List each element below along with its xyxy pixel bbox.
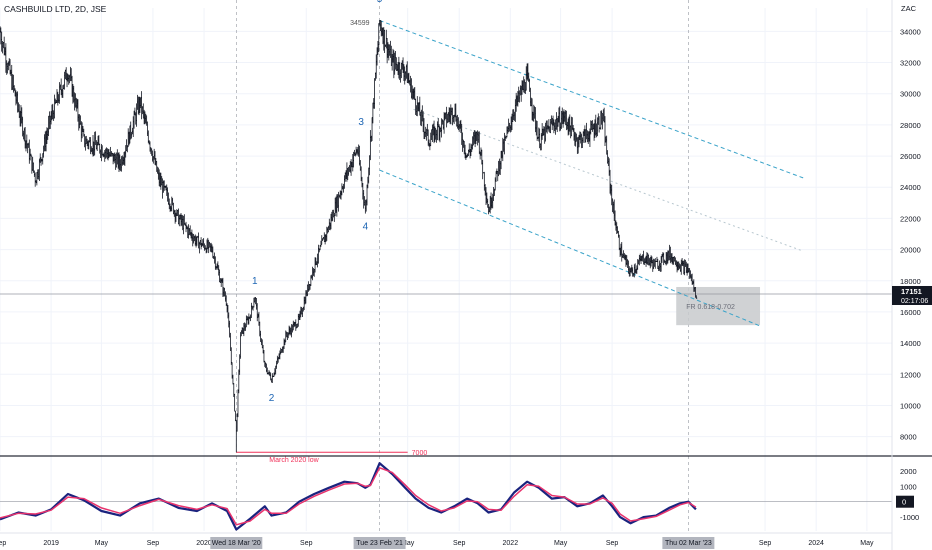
low-line-caption: March 2020 low	[269, 457, 319, 464]
price-tick-label: 8000	[900, 433, 917, 442]
crosshair-date-text: Tue 23 Feb '21	[356, 540, 403, 547]
price-tick-label: 20000	[900, 246, 921, 255]
oscillator-series-1[interactable]	[0, 462, 697, 531]
channel-lower-line[interactable]	[379, 169, 761, 327]
annotations-back	[0, 20, 892, 453]
elliott-wave-label: 4	[363, 221, 369, 232]
low-line-value: 7000	[412, 450, 428, 457]
price-tick-label: 24000	[900, 183, 921, 192]
elliott-wave-label: 2	[269, 393, 275, 404]
x-tick-label: 2022	[503, 540, 519, 547]
oscillator-tick-label: 2000	[900, 467, 917, 476]
crosshair-date-badge	[353, 537, 406, 549]
x-tick-label: 2024	[808, 540, 824, 547]
x-tick-label: Sep	[453, 540, 466, 547]
elliott-wave-label: 5	[377, 0, 383, 5]
elliott-wave-label: 1	[252, 276, 258, 287]
peak-price-label: 34599	[350, 20, 370, 27]
price-tick-label: 26000	[900, 152, 921, 161]
price-tick-label: 12000	[900, 370, 921, 379]
fib-zone-box[interactable]	[676, 286, 761, 326]
elliott-wave-label: 3	[358, 117, 364, 128]
oscillator-value-badge	[896, 495, 914, 508]
channel-upper-line[interactable]	[379, 20, 804, 179]
x-tick-label: May	[95, 540, 109, 547]
x-tick-label: 2019	[43, 540, 59, 547]
last-price-badge	[892, 285, 932, 305]
oscillator-series-2[interactable]	[0, 467, 697, 526]
x-tick-label: May	[860, 540, 874, 547]
oscillator-tick-label: -1000	[900, 513, 919, 522]
candles[interactable]	[0, 20, 698, 453]
oscillator-value-text: 0	[902, 498, 906, 507]
crosshair-date-text: Wed 18 Mar '20	[212, 540, 261, 547]
x-tick-label: Sep	[0, 540, 6, 547]
x-tick-label: May	[401, 540, 415, 547]
price-tick-label: 34000	[900, 27, 921, 36]
annotations-front: 1 2 3 4 5 34599 7000 March 2020 low FR 0.618-0.7…	[252, 0, 735, 464]
price-tick-label: 28000	[900, 121, 921, 130]
currency-label: ZAC	[901, 4, 917, 13]
chart-title: CASHBUILD LTD, 2D, JSE	[4, 4, 107, 14]
x-tick-label: May	[554, 540, 568, 547]
crosshair-date-badge	[210, 537, 263, 549]
price-tick-label: 16000	[900, 308, 921, 317]
price-tick-label: 14000	[900, 339, 921, 348]
price-tick-label: 30000	[900, 90, 921, 99]
x-tick-label: 2020	[196, 540, 212, 547]
crosshair-date-text: Thu 02 Mar '23	[665, 540, 712, 547]
price-tick-label: 10000	[900, 401, 921, 410]
last-price-text: 17151	[901, 287, 922, 296]
x-tick-label: Sep	[147, 540, 160, 547]
crosshair-date-badge	[662, 537, 715, 549]
price-tick-label: 32000	[900, 59, 921, 68]
x-tick-label: Sep	[606, 540, 619, 547]
price-tick-label: 18000	[900, 277, 921, 286]
channel-middle-line[interactable]	[413, 108, 804, 252]
fib-zone-label: FR 0.618-0.702	[686, 304, 735, 311]
countdown-text: 02:17:06	[901, 298, 928, 305]
oscillator-pane[interactable]	[0, 455, 932, 531]
price-tick-label: 22000	[900, 214, 921, 223]
oscillator-tick-label: 1000	[900, 482, 917, 491]
x-tick-label: Sep	[759, 540, 772, 547]
x-tick-label: Sep	[300, 540, 313, 547]
